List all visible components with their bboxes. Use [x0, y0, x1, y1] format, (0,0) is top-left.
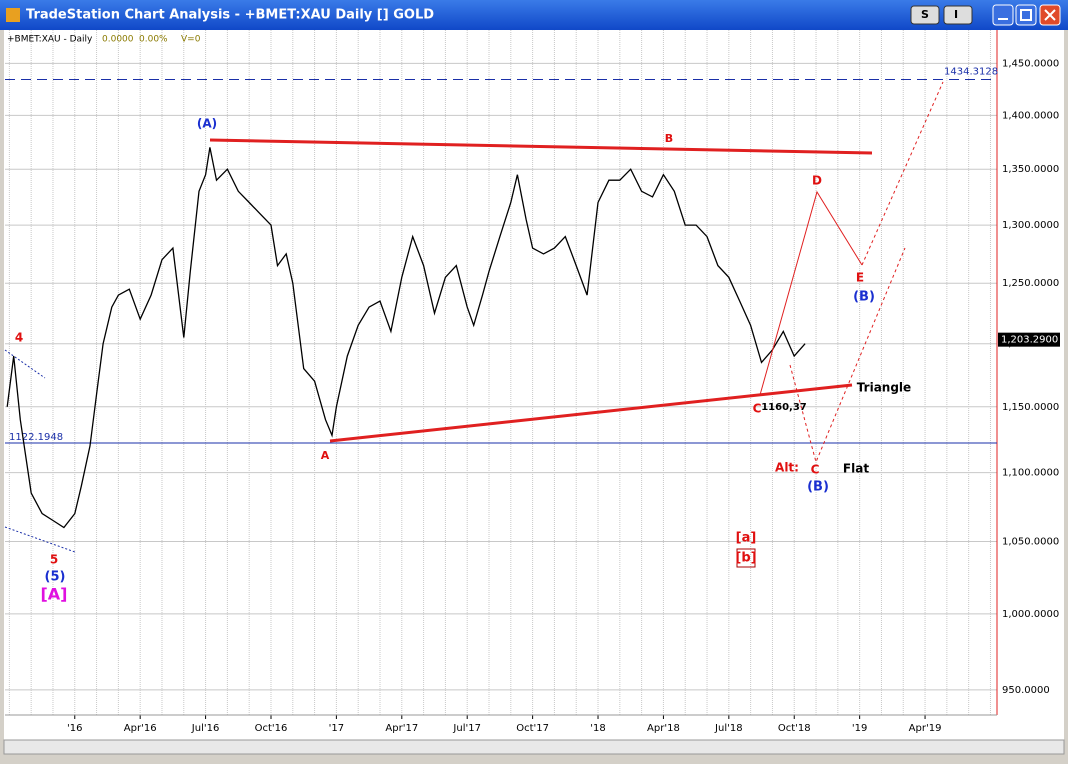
minimize-button[interactable] — [992, 4, 1014, 26]
y-tick-label: 1,150.0000 — [1002, 402, 1059, 413]
x-tick-label: Jul'16 — [191, 723, 220, 734]
s-button[interactable] — [910, 5, 940, 25]
annotation: Triangle — [857, 381, 911, 395]
annotation: [a] — [736, 531, 757, 546]
annotation: Flat — [843, 462, 869, 476]
level-label: 1434.3128 — [944, 66, 998, 77]
annotation: E — [856, 271, 864, 285]
last-price-label: 1,203.2900 — [1001, 335, 1058, 346]
annotation: 1160,37 — [761, 402, 807, 413]
y-tick-label: 1,000.0000 — [1002, 609, 1059, 620]
x-tick-label: '18 — [590, 723, 605, 734]
annotation: (A) — [197, 117, 217, 131]
i-button-label: I — [954, 8, 958, 21]
trendline — [789, 247, 906, 464]
info-value: 0.00% — [139, 35, 168, 45]
x-tick-label: '19 — [852, 723, 867, 734]
info-value: V=0 — [181, 35, 201, 45]
trendline — [759, 190, 863, 396]
annotation: D — [812, 174, 822, 188]
i-button[interactable] — [943, 5, 973, 25]
title-bar — [0, 0, 1068, 30]
s-button-label: S — [921, 8, 929, 21]
x-tick-label: '17 — [329, 723, 344, 734]
annotation: C — [753, 402, 762, 416]
app-icon — [6, 8, 20, 22]
trendline — [329, 383, 853, 443]
annotation: (B) — [853, 290, 875, 305]
annotation: [b] — [735, 551, 756, 566]
annotation: C — [811, 463, 820, 477]
annotation: B — [665, 132, 673, 145]
plot: 950.0000 1,000.0000 1,050.0000 1,100.0000 1,… — [4, 30, 1060, 734]
annotation: A — [321, 449, 330, 462]
x-tick-label: Apr'17 — [385, 723, 418, 734]
trendline — [4, 349, 76, 553]
window-button-icons — [998, 9, 1056, 21]
trendline — [209, 138, 873, 155]
annotation: (5) — [45, 570, 66, 585]
chart-area — [4, 30, 1064, 740]
x-tick-label: Apr'18 — [647, 723, 680, 734]
scrollbar[interactable] — [3, 739, 1065, 755]
y-tick-label: 1,450.0000 — [1002, 58, 1059, 69]
x-tick-label: '16 — [67, 723, 82, 734]
y-tick-label: 1,100.0000 — [1002, 468, 1059, 479]
annotation: 5 — [50, 553, 58, 567]
window-title: TradeStation Chart Analysis - +BMET:XAU … — [26, 8, 434, 23]
maximize-button[interactable] — [1015, 4, 1037, 26]
annotation: Alt: — [775, 461, 799, 475]
level-label: 1122.1948 — [9, 432, 63, 443]
y-tick-label: 950.0000 — [1002, 685, 1050, 696]
x-tick-label: Oct'17 — [516, 723, 549, 734]
symbol-label: +BMET:XAU - Daily — [7, 35, 93, 45]
annotation: (B) — [807, 480, 829, 495]
y-tick-label: 1,300.0000 — [1002, 220, 1059, 231]
y-tick-label: 1,350.0000 — [1002, 164, 1059, 175]
x-tick-label: Apr'16 — [124, 723, 157, 734]
x-tick-label: Oct'18 — [778, 723, 811, 734]
y-tick-label: 1,400.0000 — [1002, 110, 1059, 121]
last-price-box — [998, 332, 1060, 347]
annotation-box — [736, 548, 756, 568]
info-value: 0.0000 — [102, 35, 134, 45]
annotation: [A] — [40, 585, 67, 604]
x-tick-label: Apr'19 — [909, 723, 942, 734]
y-tick-label: 1,250.0000 — [1002, 278, 1059, 289]
x-tick-label: Oct'16 — [255, 723, 288, 734]
x-tick-label: Jul'18 — [714, 723, 743, 734]
price-line — [6, 147, 806, 529]
annotation: 4 — [15, 331, 23, 345]
y-tick-label: 1,050.0000 — [1002, 537, 1059, 548]
x-tick-label: Jul'17 — [452, 723, 481, 734]
